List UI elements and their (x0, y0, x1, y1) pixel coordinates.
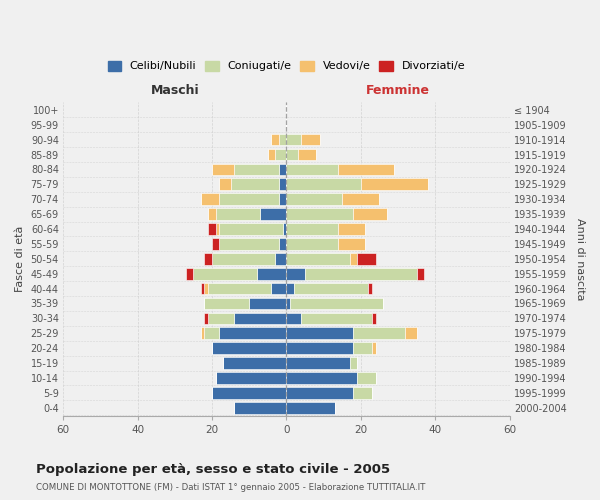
Bar (208, 208, 215, 220)
Bar (416, 268, 424, 280)
Bar (234, 402, 286, 413)
Text: COMUNE DI MONTOTTONE (FM) - Dati ISTAT 1° gennaio 2005 - Elaborazione TUTTITALIA: COMUNE DI MONTOTTONE (FM) - Dati ISTAT 1… (36, 484, 425, 492)
Y-axis label: Fasce di età: Fasce di età (15, 226, 25, 292)
Bar (279, 238, 286, 250)
Bar (193, 268, 257, 280)
Bar (215, 208, 260, 220)
Bar (230, 178, 279, 190)
Bar (338, 164, 394, 175)
Bar (372, 312, 376, 324)
Bar (271, 134, 279, 145)
Bar (294, 283, 368, 294)
Bar (286, 208, 353, 220)
Bar (283, 223, 286, 235)
Bar (220, 328, 286, 339)
Bar (271, 283, 286, 294)
Bar (301, 134, 320, 145)
Bar (212, 253, 275, 264)
Bar (220, 178, 230, 190)
Bar (279, 164, 286, 175)
Bar (234, 164, 279, 175)
Bar (215, 223, 220, 235)
Bar (257, 268, 286, 280)
Bar (350, 253, 357, 264)
Bar (249, 298, 286, 310)
Bar (338, 223, 365, 235)
Bar (286, 194, 342, 205)
Bar (286, 238, 338, 250)
Bar (298, 148, 316, 160)
Bar (234, 312, 286, 324)
Bar (212, 387, 286, 398)
Bar (201, 328, 205, 339)
Bar (208, 223, 215, 235)
Bar (406, 328, 416, 339)
Bar (286, 402, 335, 413)
Bar (215, 372, 286, 384)
Bar (357, 253, 376, 264)
Bar (223, 358, 286, 369)
Bar (357, 372, 376, 384)
Bar (350, 358, 357, 369)
Bar (338, 238, 365, 250)
Bar (286, 134, 301, 145)
Bar (286, 283, 294, 294)
Bar (205, 283, 208, 294)
Bar (220, 194, 279, 205)
Bar (301, 312, 372, 324)
Bar (220, 238, 279, 250)
Bar (286, 342, 353, 354)
Bar (286, 298, 290, 310)
Y-axis label: Anni di nascita: Anni di nascita (575, 218, 585, 300)
Text: Maschi: Maschi (151, 84, 199, 97)
Bar (275, 253, 286, 264)
Bar (212, 342, 286, 354)
Bar (205, 253, 212, 264)
Bar (286, 358, 350, 369)
Bar (286, 178, 361, 190)
Bar (201, 194, 220, 205)
Bar (372, 342, 376, 354)
Bar (220, 223, 283, 235)
Text: Popolazione per età, sesso e stato civile - 2005: Popolazione per età, sesso e stato civil… (36, 462, 390, 475)
Text: Femmine: Femmine (366, 84, 430, 97)
Bar (212, 238, 220, 250)
Bar (205, 312, 208, 324)
Bar (286, 148, 298, 160)
Bar (286, 328, 353, 339)
Bar (208, 312, 234, 324)
Bar (208, 283, 271, 294)
Bar (286, 387, 353, 398)
Bar (279, 194, 286, 205)
Bar (212, 164, 234, 175)
Bar (275, 148, 286, 160)
Bar (368, 283, 372, 294)
Bar (353, 342, 372, 354)
Bar (201, 283, 205, 294)
Bar (286, 253, 350, 264)
Bar (353, 328, 406, 339)
Bar (279, 134, 286, 145)
Bar (286, 372, 357, 384)
Bar (286, 268, 305, 280)
Bar (286, 312, 301, 324)
Bar (305, 268, 416, 280)
Bar (286, 223, 338, 235)
Bar (286, 164, 338, 175)
Bar (186, 268, 193, 280)
Legend: Celibi/Nubili, Coniugati/e, Vedovi/e, Divorziati/e: Celibi/Nubili, Coniugati/e, Vedovi/e, Di… (105, 58, 467, 74)
Bar (290, 298, 383, 310)
Bar (279, 178, 286, 190)
Bar (260, 208, 286, 220)
Bar (353, 387, 372, 398)
Bar (205, 298, 249, 310)
Bar (361, 178, 428, 190)
Bar (342, 194, 379, 205)
Bar (353, 208, 387, 220)
Bar (268, 148, 275, 160)
Bar (205, 328, 220, 339)
